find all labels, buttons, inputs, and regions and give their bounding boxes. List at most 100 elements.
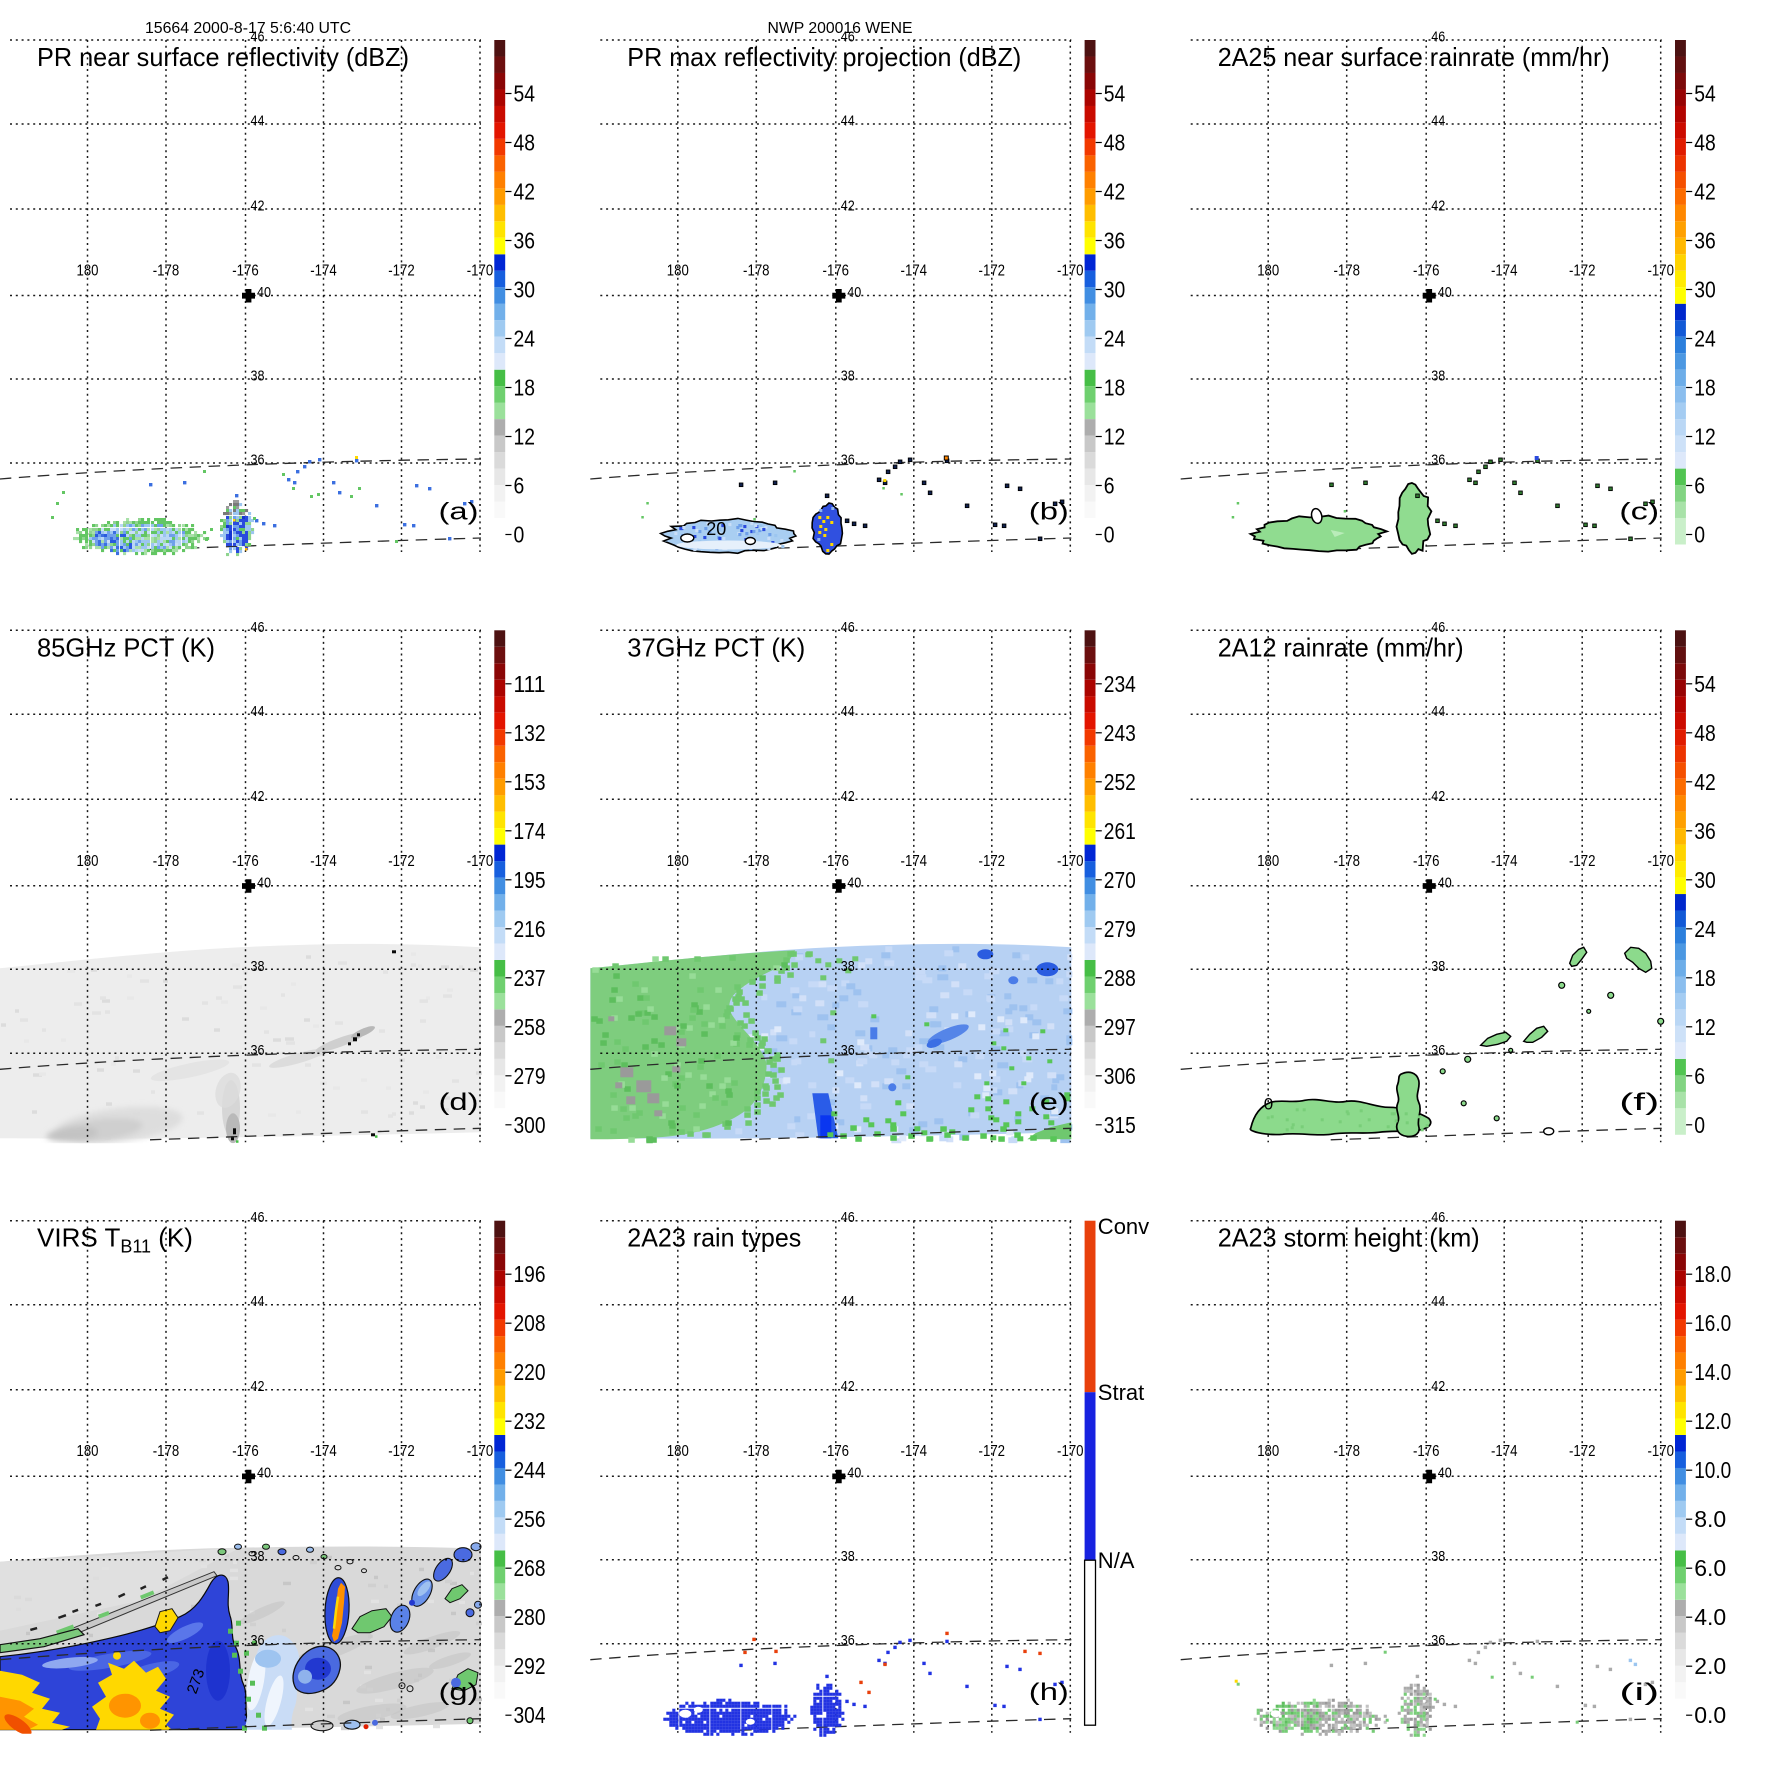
svg-text:(e): (e) bbox=[1029, 1089, 1069, 1116]
svg-text:220: 220 bbox=[514, 1359, 546, 1385]
svg-text:261: 261 bbox=[1104, 818, 1136, 844]
svg-text:42: 42 bbox=[514, 179, 536, 205]
svg-text:258: 258 bbox=[514, 1014, 546, 1040]
svg-text:54: 54 bbox=[1694, 81, 1716, 107]
svg-text:244: 244 bbox=[514, 1457, 546, 1483]
svg-text:36: 36 bbox=[1694, 818, 1716, 844]
svg-text:18: 18 bbox=[514, 375, 536, 401]
svg-text:208: 208 bbox=[514, 1310, 546, 1336]
svg-text:12: 12 bbox=[1694, 424, 1716, 450]
svg-text:0: 0 bbox=[1694, 1112, 1705, 1138]
svg-text:54: 54 bbox=[514, 81, 536, 107]
svg-text:30: 30 bbox=[1694, 867, 1716, 893]
svg-text:237: 237 bbox=[514, 965, 546, 991]
svg-text:2A23 storm height (km): 2A23 storm height (km) bbox=[1218, 1223, 1480, 1253]
svg-text:30: 30 bbox=[1694, 277, 1716, 303]
svg-text:2.0: 2.0 bbox=[1694, 1653, 1726, 1679]
svg-text:243: 243 bbox=[1104, 720, 1136, 746]
svg-text:42: 42 bbox=[1104, 179, 1126, 205]
svg-text:10.0: 10.0 bbox=[1694, 1457, 1731, 1483]
svg-text:315: 315 bbox=[1104, 1112, 1136, 1138]
svg-text:18.0: 18.0 bbox=[1694, 1261, 1731, 1287]
svg-text:252: 252 bbox=[1104, 769, 1136, 795]
svg-text:111: 111 bbox=[514, 671, 546, 697]
svg-text:14.0: 14.0 bbox=[1694, 1359, 1731, 1385]
svg-text:48: 48 bbox=[514, 130, 536, 156]
svg-text:268: 268 bbox=[514, 1555, 546, 1581]
svg-text:292: 292 bbox=[514, 1653, 546, 1679]
svg-text:48: 48 bbox=[1104, 130, 1126, 156]
svg-text:12: 12 bbox=[514, 424, 536, 450]
svg-text:6: 6 bbox=[1104, 473, 1115, 499]
svg-text:36: 36 bbox=[514, 228, 536, 254]
svg-text:48: 48 bbox=[1694, 130, 1716, 156]
svg-text:0: 0 bbox=[1104, 522, 1115, 548]
svg-text:36: 36 bbox=[1694, 228, 1716, 254]
svg-text:232: 232 bbox=[514, 1408, 546, 1434]
svg-text:2A25 near surface rainrate (mm: 2A25 near surface rainrate (mm/hr) bbox=[1218, 42, 1610, 72]
svg-text:280: 280 bbox=[514, 1604, 546, 1630]
svg-text:234: 234 bbox=[1104, 671, 1136, 697]
svg-text:153: 153 bbox=[514, 769, 546, 795]
svg-text:216: 216 bbox=[514, 916, 546, 942]
svg-text:15664 2000-8-17 5:6:40 UTC: 15664 2000-8-17 5:6:40 UTC bbox=[145, 20, 351, 37]
svg-text:(i): (i) bbox=[1619, 1679, 1659, 1706]
svg-text:30: 30 bbox=[514, 277, 536, 303]
svg-text:48: 48 bbox=[1694, 720, 1716, 746]
svg-text:270: 270 bbox=[1104, 867, 1136, 893]
svg-text:174: 174 bbox=[514, 818, 546, 844]
svg-text:2A23 rain types: 2A23 rain types bbox=[627, 1223, 801, 1253]
svg-text:24: 24 bbox=[1694, 916, 1716, 942]
svg-text:2A12 rainrate (mm/hr): 2A12 rainrate (mm/hr) bbox=[1218, 632, 1464, 662]
svg-text:6: 6 bbox=[514, 473, 525, 499]
svg-text:54: 54 bbox=[1694, 671, 1716, 697]
svg-text:297: 297 bbox=[1104, 1014, 1136, 1040]
svg-text:(a): (a) bbox=[439, 499, 479, 526]
svg-text:30: 30 bbox=[1104, 277, 1126, 303]
svg-text:42: 42 bbox=[1694, 769, 1716, 795]
svg-text:18: 18 bbox=[1104, 375, 1126, 401]
svg-text:24: 24 bbox=[1104, 326, 1126, 352]
svg-text:24: 24 bbox=[514, 326, 536, 352]
svg-text:24: 24 bbox=[1694, 326, 1716, 352]
svg-text:Conv: Conv bbox=[1098, 1214, 1149, 1239]
svg-text:VIRS TB11 (K): VIRS TB11 (K) bbox=[37, 1223, 193, 1257]
svg-text:6: 6 bbox=[1694, 473, 1705, 499]
svg-text:PR near surface reflectivity (: PR near surface reflectivity (dBZ) bbox=[37, 42, 409, 72]
svg-text:279: 279 bbox=[514, 1063, 546, 1089]
svg-text:(g): (g) bbox=[439, 1679, 479, 1706]
svg-text:0: 0 bbox=[1264, 1094, 1273, 1113]
svg-text:PR max reflectivity projection: PR max reflectivity projection (dBZ) bbox=[627, 42, 1021, 72]
svg-text:20: 20 bbox=[706, 519, 726, 539]
svg-text:(h): (h) bbox=[1029, 1679, 1069, 1706]
svg-text:300: 300 bbox=[514, 1112, 546, 1138]
svg-text:18: 18 bbox=[1694, 375, 1716, 401]
svg-text:42: 42 bbox=[1694, 179, 1716, 205]
svg-text:(b): (b) bbox=[1029, 499, 1069, 526]
svg-text:12.0: 12.0 bbox=[1694, 1408, 1731, 1434]
svg-text:196: 196 bbox=[514, 1261, 546, 1287]
svg-text:132: 132 bbox=[514, 720, 546, 746]
svg-text:16.0: 16.0 bbox=[1694, 1310, 1731, 1336]
svg-text:54: 54 bbox=[1104, 81, 1126, 107]
svg-text:256: 256 bbox=[514, 1506, 546, 1532]
svg-text:279: 279 bbox=[1104, 916, 1136, 942]
svg-text:304: 304 bbox=[514, 1702, 546, 1728]
svg-text:6: 6 bbox=[1694, 1063, 1705, 1089]
svg-text:(c): (c) bbox=[1619, 499, 1659, 526]
svg-text:18: 18 bbox=[1694, 965, 1716, 991]
svg-text:37GHz PCT (K): 37GHz PCT (K) bbox=[627, 632, 805, 662]
svg-text:306: 306 bbox=[1104, 1063, 1136, 1089]
svg-text:6.0: 6.0 bbox=[1694, 1555, 1726, 1581]
svg-text:8.0: 8.0 bbox=[1694, 1506, 1726, 1532]
svg-text:0.0: 0.0 bbox=[1694, 1702, 1726, 1728]
svg-text:12: 12 bbox=[1694, 1014, 1716, 1040]
svg-text:(f): (f) bbox=[1619, 1089, 1659, 1116]
svg-text:(d): (d) bbox=[439, 1089, 479, 1116]
svg-text:36: 36 bbox=[1104, 228, 1126, 254]
svg-text:0: 0 bbox=[1694, 522, 1705, 548]
svg-text:4.0: 4.0 bbox=[1694, 1604, 1726, 1630]
svg-text:195: 195 bbox=[514, 867, 546, 893]
svg-text:N/A: N/A bbox=[1098, 1548, 1135, 1573]
svg-text:Strat: Strat bbox=[1098, 1380, 1144, 1405]
